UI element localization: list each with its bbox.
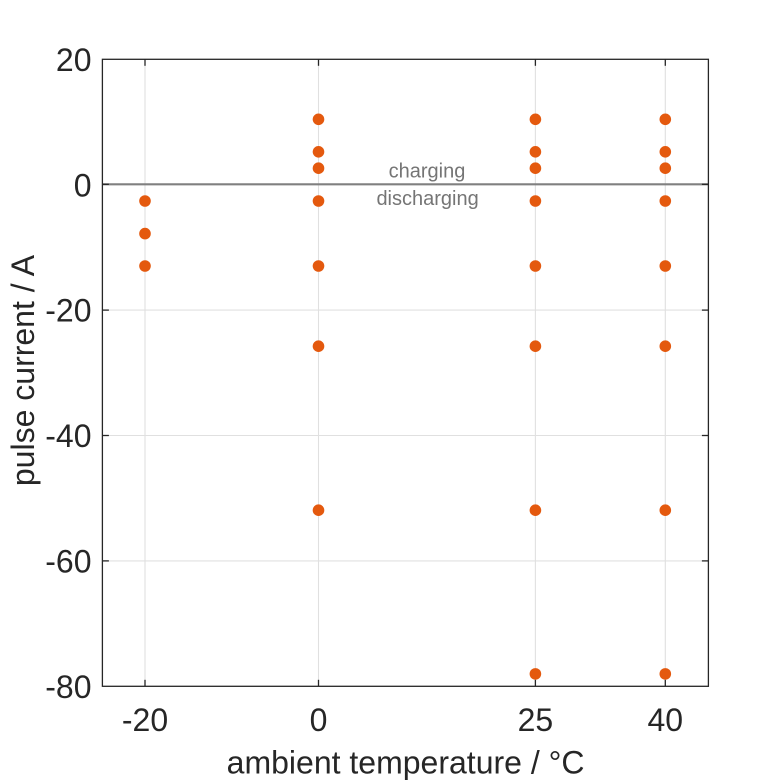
svg-text:0: 0	[74, 167, 92, 203]
svg-text:-20: -20	[122, 702, 168, 738]
svg-text:0: 0	[310, 702, 328, 738]
svg-text:-20: -20	[45, 293, 91, 329]
svg-text:40: 40	[648, 702, 684, 738]
svg-text:-40: -40	[45, 418, 91, 454]
svg-text:-60: -60	[45, 544, 91, 580]
svg-text:-80: -80	[45, 669, 91, 705]
svg-text:pulse current / A: pulse current / A	[5, 254, 41, 486]
svg-text:charging: charging	[389, 161, 466, 183]
svg-text:20: 20	[56, 42, 92, 78]
svg-text:ambient temperature / °C: ambient temperature / °C	[227, 745, 585, 781]
svg-text:25: 25	[518, 702, 554, 738]
svg-text:discharging: discharging	[376, 188, 478, 210]
